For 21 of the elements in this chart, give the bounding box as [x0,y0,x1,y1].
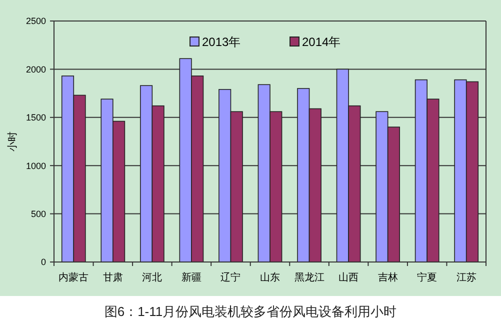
legend-label: 2014年 [302,35,341,50]
x-tick-label: 江苏 [456,272,476,284]
y-tick-label: 1500 [26,112,46,123]
x-tick-label: 山西 [338,272,359,284]
x-tick-label: 山东 [260,272,280,284]
x-tick-label: 河北 [142,272,162,284]
y-tick-label: 0 [40,257,46,268]
y-tick-label: 2000 [26,64,46,74]
text: 图6：1-11月份风电装机较多省份风电设备利用小时 [104,304,397,319]
x-tick-label: 黑龙江 [294,272,324,284]
x-tick-label: 新疆 [181,272,202,284]
y-tick-label: 500 [30,208,46,219]
y-tick-label: 1000 [26,160,46,171]
x-tick-label: 辽宁 [220,272,241,284]
legend-label: 2013年 [202,35,241,50]
x-tick-label: 内蒙古 [58,272,89,284]
y-axis-title: 小时 [6,132,18,152]
x-tick-label: 吉林 [378,272,398,284]
y-tick-label: 2500 [26,16,46,26]
x-tick-label: 甘肃 [102,272,123,284]
x-tick-label: 宁夏 [417,272,438,284]
